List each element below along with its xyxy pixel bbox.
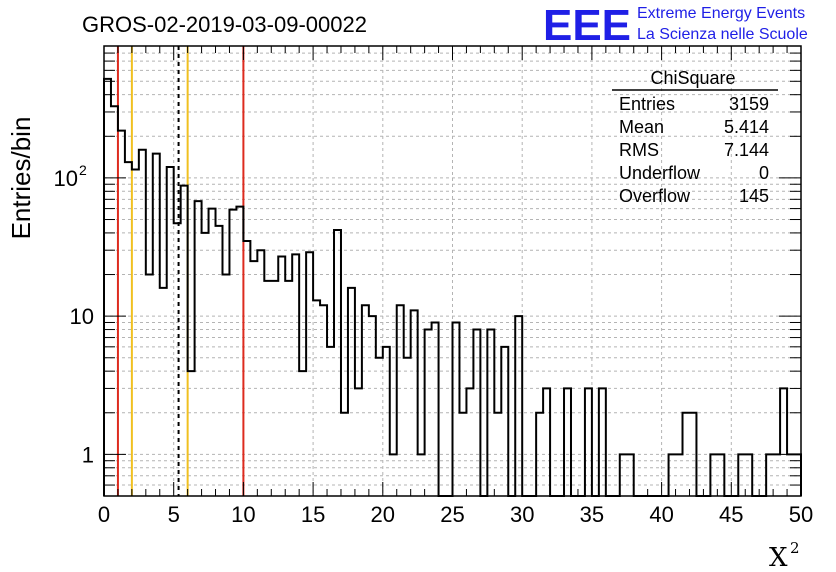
stats-row-value: 145 <box>739 186 769 206</box>
x-tick-label: 35 <box>580 502 604 527</box>
y-tick-label: 10 <box>70 304 94 329</box>
stats-row-label: Underflow <box>619 163 701 183</box>
y-tick-label-text: 1 <box>82 442 94 467</box>
stats-row-label: Overflow <box>619 186 691 206</box>
x-tick-label: 15 <box>301 502 325 527</box>
x-tick-label: 45 <box>719 502 743 527</box>
y-tick-label-base: 10 <box>54 166 78 191</box>
eee-logo-line2: La Scienza nelle Scuole <box>637 26 808 43</box>
x-tick-label: 0 <box>98 502 110 527</box>
y-tick-label: 1 <box>82 442 94 467</box>
y-tick-label-exponent: 2 <box>79 162 87 178</box>
reference-lines <box>116 46 245 496</box>
eee-logo: EEE Extreme Energy Events La Scienza nel… <box>543 1 808 50</box>
stats-row-value: 7.144 <box>724 140 769 160</box>
x-tick-label: 20 <box>371 502 395 527</box>
y-tick-label-text: 10 <box>70 304 94 329</box>
chart-title: GROS-02-2019-03-09-00022 <box>82 12 367 37</box>
y-tick-label: 10 2 <box>54 162 87 191</box>
stats-row-value: 0 <box>759 163 769 183</box>
eee-logo-line1: Extreme Energy Events <box>637 5 805 22</box>
x-axis-label-superscript: 2 <box>790 539 800 557</box>
x-axis-label: X 2 <box>769 539 800 572</box>
stats-row-value: 3159 <box>729 94 769 114</box>
x-tick-label: 5 <box>168 502 180 527</box>
stats-row-value: 5.414 <box>724 117 769 137</box>
x-tick-label: 10 <box>231 502 255 527</box>
stats-title: ChiSquare <box>650 68 735 88</box>
stats-rows: Entries 3159 Mean 5.414 RMS 7.144 Underflow 0 Ov… <box>619 94 769 206</box>
stats-row-label: Mean <box>619 117 664 137</box>
stats-row-label: Entries <box>619 94 675 114</box>
stats-row-label: RMS <box>619 140 659 160</box>
x-axis-label-main: X <box>769 543 788 572</box>
x-tick-label: 40 <box>649 502 673 527</box>
x-tick-label: 50 <box>789 502 813 527</box>
eee-logo-mark: EEE <box>543 1 631 50</box>
x-tick-label: 25 <box>440 502 464 527</box>
x-tick-label: 30 <box>510 502 534 527</box>
stats-box: ChiSquare Entries 3159 Mean 5.414 RMS 7.144 Un… <box>612 68 778 206</box>
y-axis-label: Entries/bin <box>6 117 36 240</box>
